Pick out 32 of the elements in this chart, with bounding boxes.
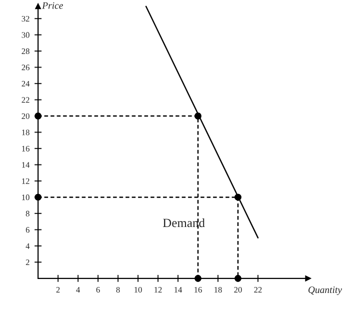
y-axis-title: Price [42, 2, 63, 9]
y-tick-label: 28 [22, 48, 30, 54]
y-tick-label: 2 [26, 260, 30, 266]
x-tick-label: 8 [116, 286, 120, 293]
y-tick-label: 32 [22, 16, 30, 22]
y-tick-label: 12 [22, 178, 30, 184]
x-tick-label: 20 [234, 286, 242, 293]
y-tick-label: 30 [22, 32, 30, 38]
x-tick-label: 6 [96, 287, 100, 293]
x-tick-label: 4 [76, 287, 80, 293]
y-tick-label: 8 [26, 210, 30, 216]
x-tick-label: 2 [56, 287, 60, 293]
y-tick-label: 14 [22, 162, 30, 168]
point [194, 112, 202, 120]
point [234, 194, 242, 201]
y-tick-label: 22 [22, 97, 30, 103]
y-tick-label: 24 [22, 80, 30, 86]
x-axis-title: Quantity [308, 286, 342, 296]
annotation: Demand [162, 218, 205, 228]
x-tick-label: 22 [254, 287, 262, 293]
x-tick-label: 18 [214, 286, 222, 293]
y-tick-label: 4 [26, 243, 30, 249]
y-tick-label: 10 [22, 194, 30, 200]
x-tick-label: 16 [194, 287, 202, 293]
y-tick-label: 6 [26, 227, 30, 233]
y-tick-label: 20 [22, 113, 30, 119]
x-tick-label: 12 [154, 287, 162, 293]
x-tick-label: 14 [174, 287, 182, 293]
y-tick-label: 18 [22, 130, 30, 136]
x-tick-label: 10 [134, 286, 142, 293]
y-tick-label: 26 [22, 64, 30, 70]
y-tick-label: 16 [22, 146, 30, 152]
